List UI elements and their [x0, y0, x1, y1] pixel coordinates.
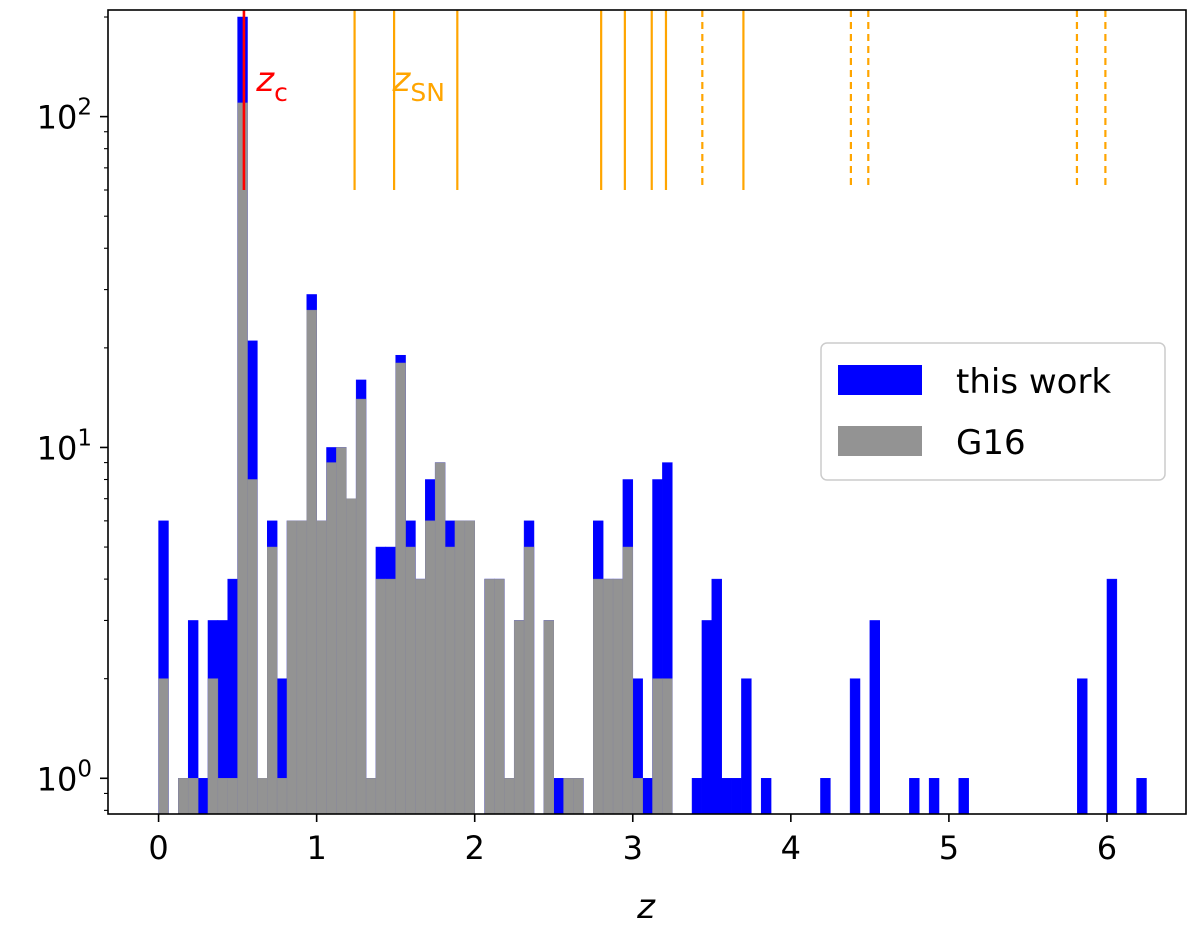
this-work-bar	[197, 778, 209, 815]
annotations: zc zSN	[255, 60, 445, 107]
g16-bar	[454, 520, 466, 815]
g16-bar	[602, 578, 614, 815]
g16-bar	[346, 498, 357, 815]
this-work-bar	[553, 778, 564, 815]
g16-bar	[158, 678, 169, 815]
plot-frame	[107, 9, 1187, 815]
g16-bar	[563, 778, 574, 815]
g16-bar	[395, 362, 406, 815]
x-tick-label: 5	[939, 829, 959, 867]
y-tick-label: 100	[37, 756, 92, 798]
g16-bar	[543, 620, 554, 815]
g16-bar	[464, 520, 475, 815]
x-tick-label: 2	[465, 829, 485, 867]
this-work-bar	[1136, 778, 1147, 815]
x-tick-label: 4	[781, 829, 801, 867]
y-tick-label: 102	[37, 95, 92, 137]
y-tick-label: 101	[37, 425, 92, 467]
x-axis-label: z	[636, 887, 656, 927]
g16-bar	[355, 398, 367, 815]
g16-bar	[247, 479, 258, 815]
g16-bar	[494, 578, 505, 815]
this-work-bar	[642, 778, 653, 815]
g16-bar	[415, 578, 426, 815]
g16-bar	[306, 309, 317, 815]
g16-bar	[513, 620, 525, 815]
x-tick-label: 3	[623, 829, 643, 867]
g16-bar	[178, 778, 189, 815]
g16-bar	[632, 778, 643, 815]
this-work-bar	[869, 620, 880, 815]
this-work-bar	[721, 778, 732, 815]
this-work-bar	[711, 578, 722, 815]
g16-bar	[316, 520, 327, 815]
this-work-bar	[691, 778, 703, 815]
g16-bar	[434, 462, 446, 815]
zsn-label: zSN	[392, 60, 445, 107]
this-work-bar	[760, 778, 772, 815]
legend-label-this-work: this work	[956, 362, 1111, 402]
g16-bar	[267, 546, 278, 815]
g16-bar	[187, 778, 199, 815]
g16-bar	[573, 778, 584, 815]
x-tick-label: 1	[306, 829, 326, 867]
g16-bar	[336, 447, 347, 815]
this-work-bar	[958, 778, 969, 815]
legend: this work G16	[820, 342, 1166, 481]
this-work-bar	[849, 678, 861, 815]
this-work-bar	[909, 778, 920, 815]
zc-label: zc	[255, 60, 288, 107]
g16-bar	[523, 546, 535, 815]
legend-swatch-this-work	[838, 365, 922, 395]
g16-bar	[257, 778, 268, 815]
g16-bar	[207, 678, 219, 815]
this-work-bar	[1106, 578, 1118, 815]
g16-bar	[662, 678, 673, 815]
g16-bar	[237, 102, 248, 815]
redshift-markers	[242, 10, 1107, 190]
g16-bar	[405, 546, 416, 815]
g16-bar	[444, 546, 456, 815]
g16-bar	[286, 520, 298, 815]
g16-bar	[326, 462, 337, 815]
g16-bar	[276, 778, 288, 815]
this-work-bar	[701, 620, 713, 815]
g16-bar	[227, 778, 238, 815]
y-axis: 100 101 102	[37, 16, 108, 811]
this-work-bar	[741, 678, 752, 815]
this-work-bar	[820, 778, 831, 815]
x-axis: 0 1 2 3 4 5 6	[148, 814, 1117, 867]
g16-bar	[484, 578, 495, 815]
this-work-bar	[731, 778, 742, 815]
g16-bar	[652, 678, 663, 815]
g16-bar	[425, 520, 436, 815]
g16-bar	[504, 778, 515, 815]
this-work-bar	[1077, 678, 1088, 815]
g16-bar	[217, 778, 228, 815]
legend-swatch-g16	[838, 426, 922, 456]
g16-bar	[365, 778, 377, 815]
x-tick-label: 0	[148, 829, 168, 867]
g16-bar	[385, 578, 396, 815]
this-work-bar	[928, 778, 940, 815]
g16-bar	[612, 578, 624, 815]
g16-bar	[375, 578, 387, 815]
legend-label-g16: G16	[956, 423, 1026, 463]
g16-bar	[622, 546, 634, 815]
g16-bar	[296, 520, 308, 815]
x-tick-label: 6	[1097, 829, 1117, 867]
g16-bar	[593, 578, 604, 815]
